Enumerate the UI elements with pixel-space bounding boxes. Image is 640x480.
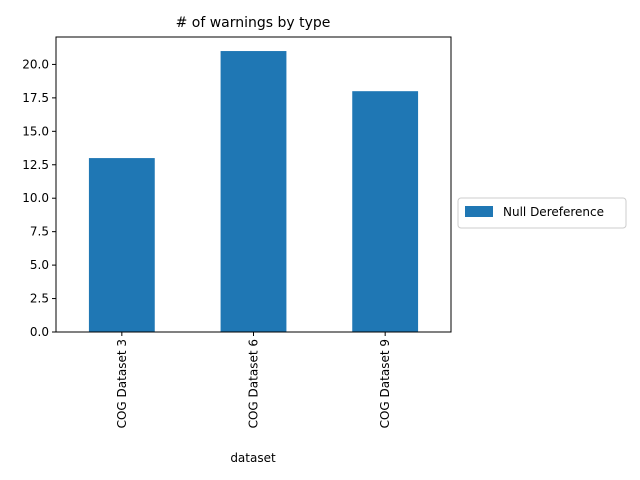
plot-frame — [55, 36, 452, 333]
y-tick-label: 5.0 — [30, 258, 49, 272]
legend-swatch — [465, 206, 493, 217]
chart-title: # of warnings by type — [176, 15, 331, 31]
x-axis: COG Dataset 3 COG Dataset 6 COG Dataset 9 — [115, 332, 392, 428]
x-tick-label: COG Dataset 3 — [115, 339, 129, 428]
y-tick-label: 17.5 — [22, 91, 49, 105]
bar-2 — [220, 51, 287, 333]
y-tick-label: 10.0 — [22, 191, 49, 205]
bars-group — [88, 51, 419, 333]
y-tick-label: 7.5 — [30, 225, 49, 239]
y-tick-label: 15.0 — [22, 124, 49, 138]
y-tick-label: 20.0 — [22, 57, 49, 71]
bar-3 — [352, 91, 419, 332]
y-axis: 0.0 2.5 5.0 7.5 10.0 12.5 15.0 17.5 20.0 — [22, 57, 56, 339]
legend: Null Dereference — [457, 197, 627, 229]
legend-box — [457, 197, 627, 229]
y-tick-label: 2.5 — [30, 292, 49, 306]
y-tick-label: 12.5 — [22, 158, 49, 172]
x-tick-label: COG Dataset 6 — [247, 339, 261, 428]
y-tick-label: 0.0 — [30, 325, 49, 339]
x-axis-label: dataset — [230, 451, 276, 465]
bar-1 — [88, 158, 155, 332]
legend-label: Null Dereference — [503, 205, 604, 219]
x-tick-label: COG Dataset 9 — [378, 339, 392, 428]
